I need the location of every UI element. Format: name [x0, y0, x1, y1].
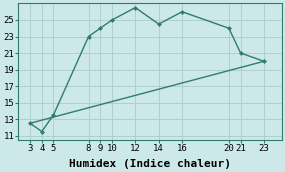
X-axis label: Humidex (Indice chaleur): Humidex (Indice chaleur) — [69, 158, 231, 169]
